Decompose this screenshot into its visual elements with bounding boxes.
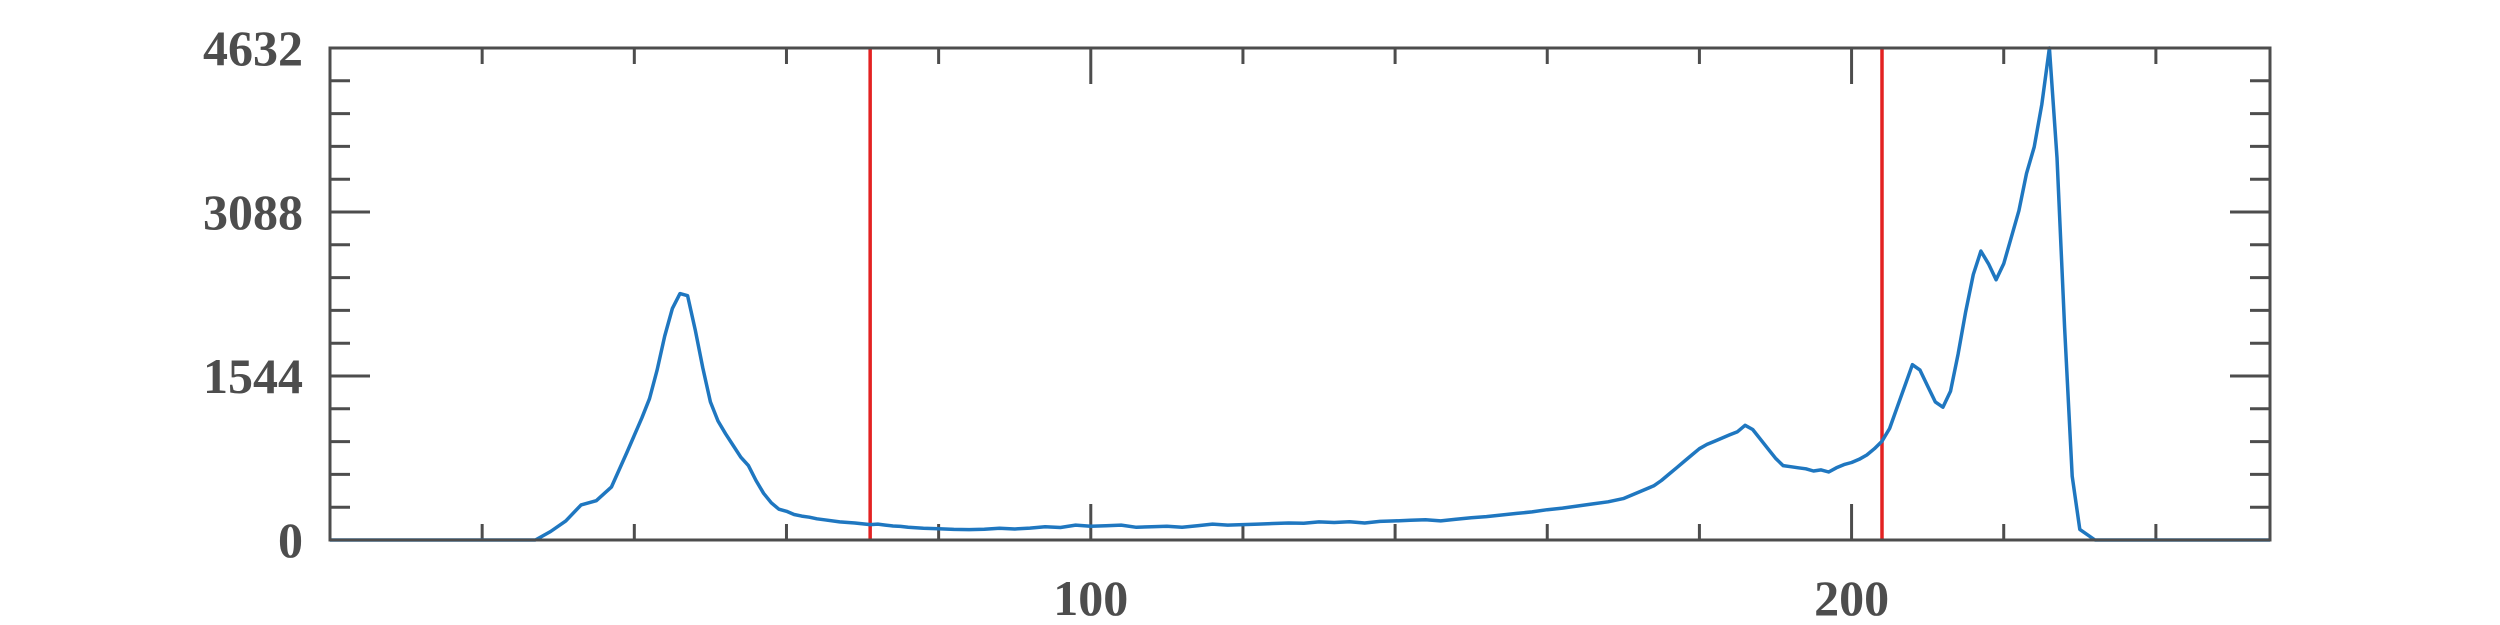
minor-ticks (330, 48, 2270, 540)
y-tick-label: 3088 (203, 184, 303, 240)
y-tick-label: 4632 (203, 20, 303, 76)
histogram-line (330, 46, 2270, 542)
threshold-lines (868, 48, 1884, 540)
tick-labels: 100 200 0 1544 3088 4632 (203, 20, 1889, 625)
y-tick-label: 0 (278, 512, 303, 568)
x-tick-label: 100 (1053, 570, 1128, 625)
plot-area-frame (328, 46, 2272, 542)
x-tick-label: 200 (1814, 570, 1889, 625)
y-tick-label: 1544 (203, 348, 303, 404)
